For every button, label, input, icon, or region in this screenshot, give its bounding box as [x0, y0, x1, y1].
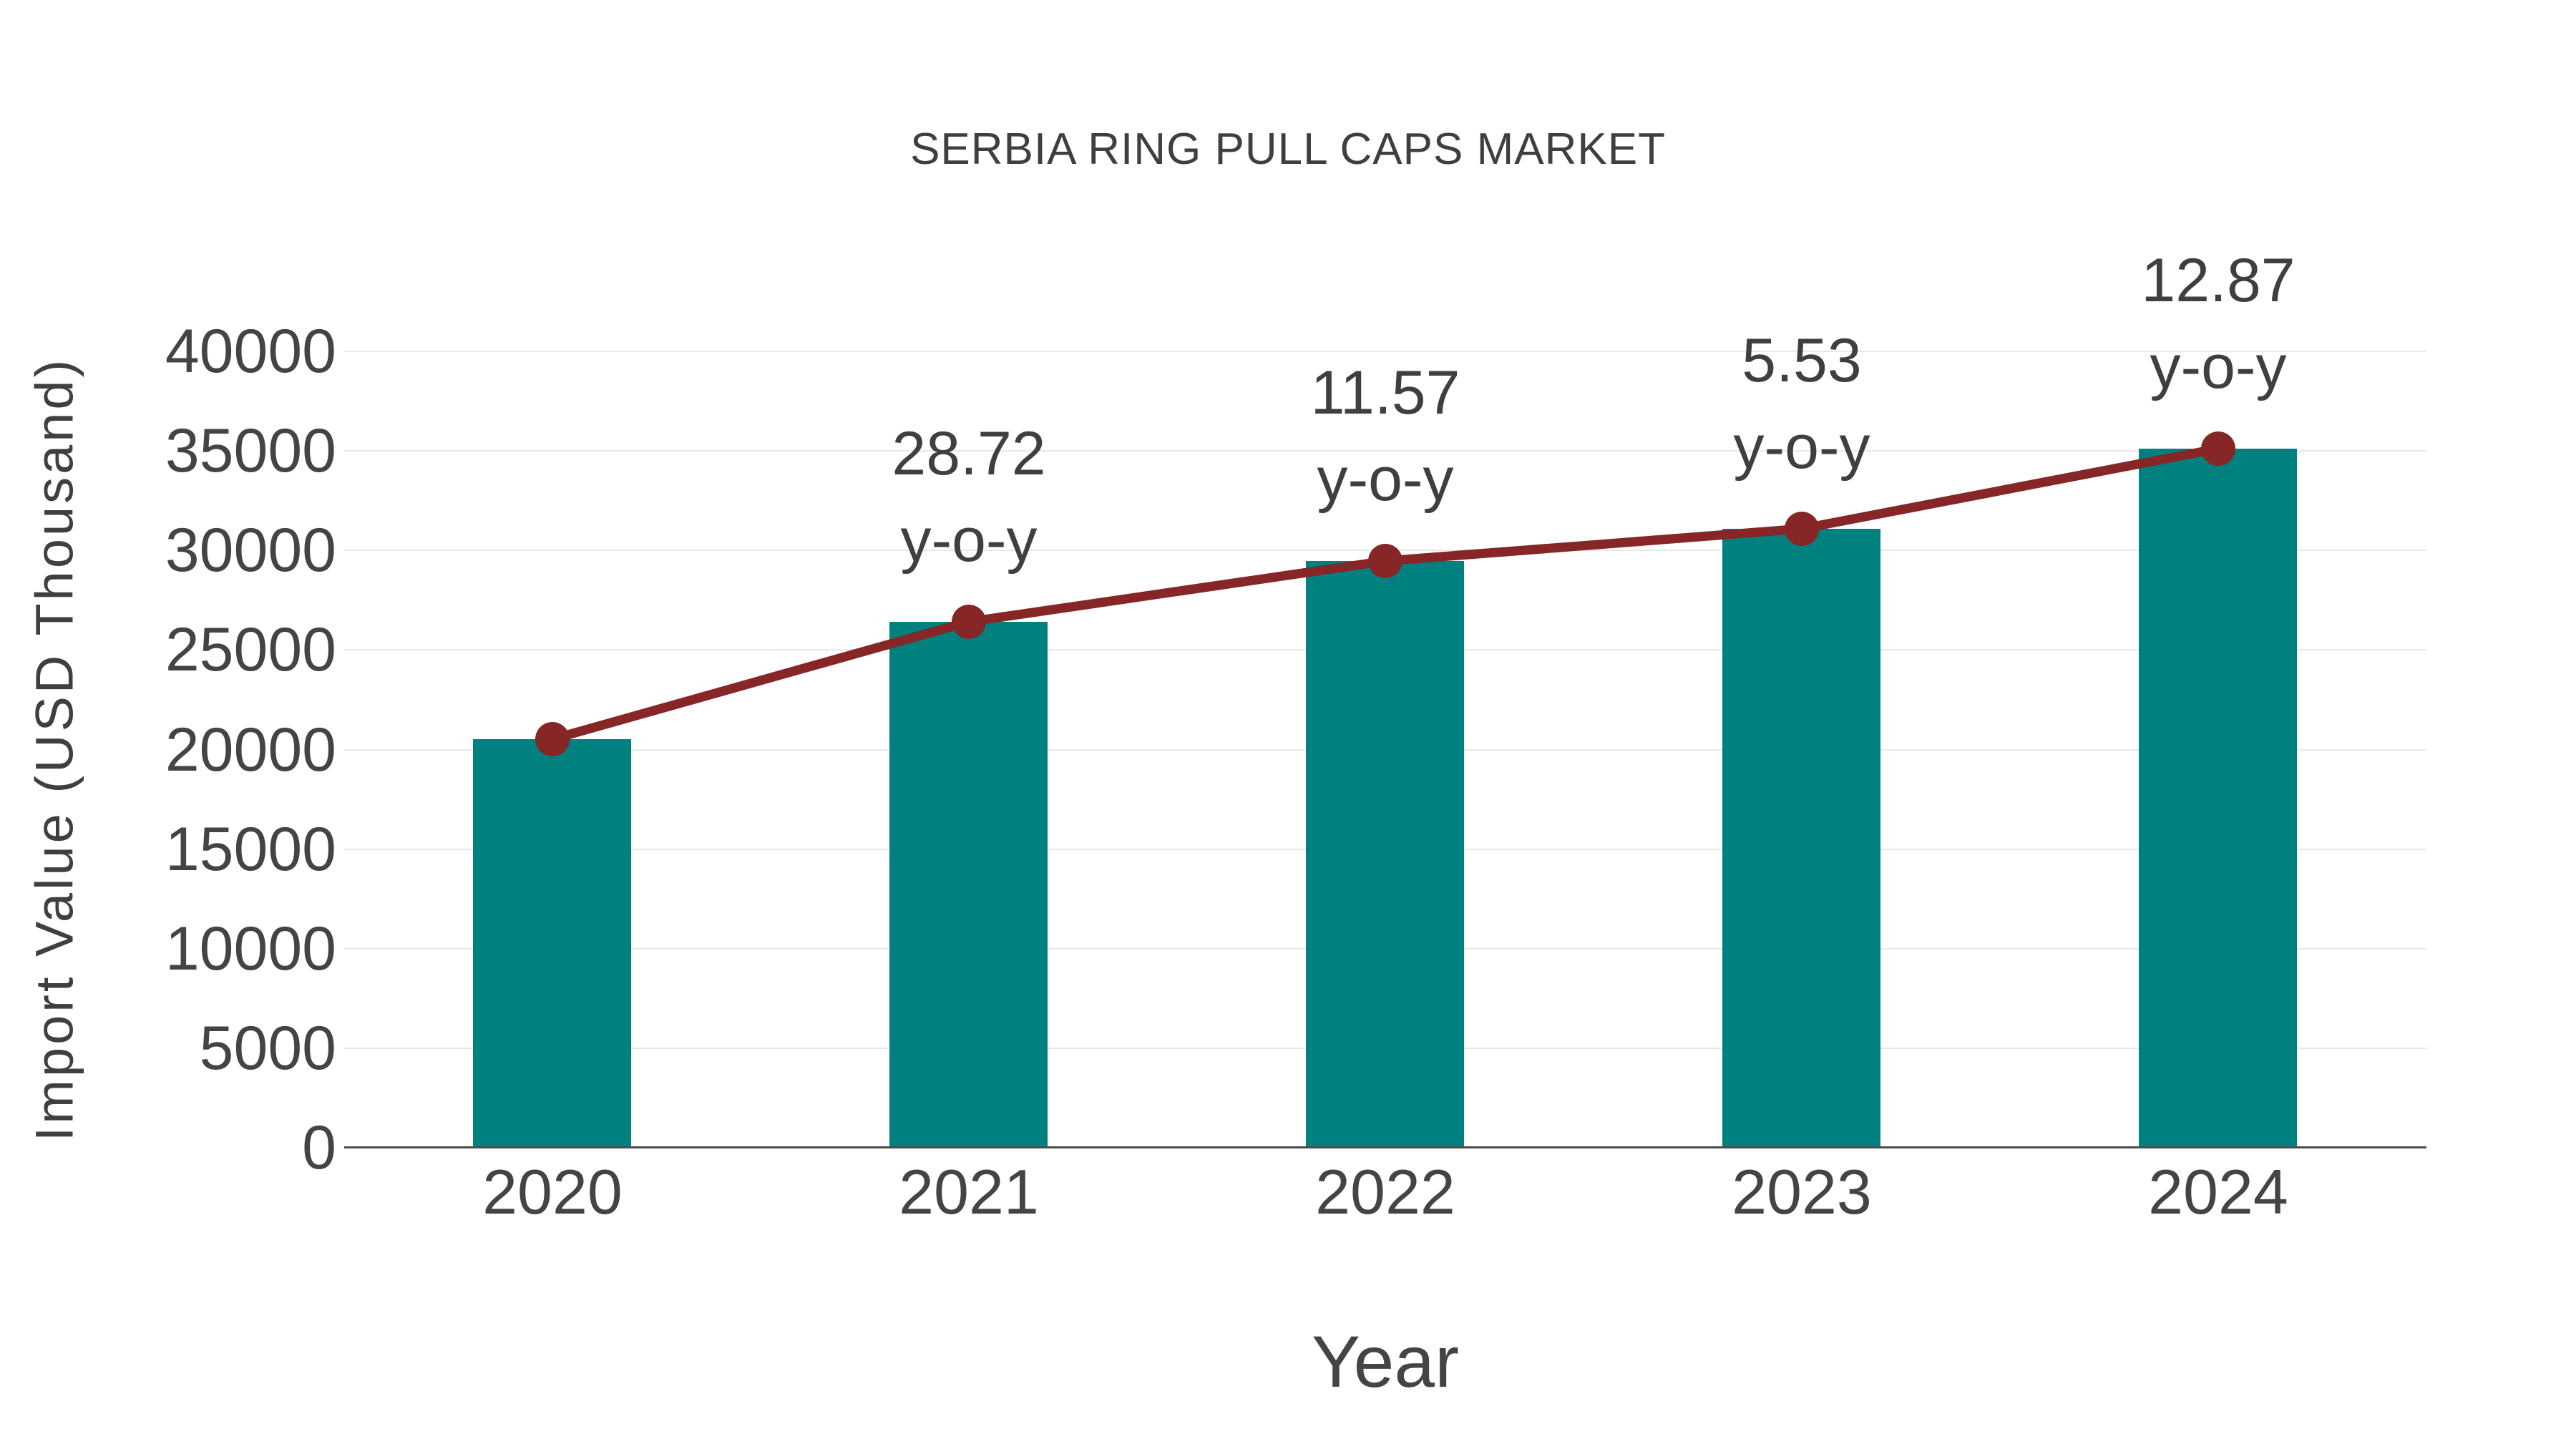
- x-axis-tick-label: 2020: [482, 1156, 623, 1227]
- y-axis-tick-label: 30000: [165, 516, 336, 585]
- y-axis-tick-label: 20000: [165, 716, 336, 784]
- gridline: [344, 550, 2426, 551]
- x-axis-tick-label: 2023: [1732, 1156, 1872, 1227]
- y-axis-tick-label: 35000: [165, 416, 336, 485]
- bar-2020: [473, 739, 631, 1148]
- y-axis-tick-label: 5000: [199, 1014, 336, 1083]
- yoy-annotation-value: 12.87: [2141, 246, 2296, 315]
- gridline: [344, 351, 2426, 352]
- x-axis-tick-label: 2022: [1315, 1156, 1455, 1227]
- yoy-annotation-suffix: y-o-y: [2150, 333, 2287, 401]
- y-axis-tick-label: 25000: [165, 615, 336, 684]
- y-axis-tick-label: 40000: [165, 317, 336, 386]
- x-axis-tick-label: 2021: [899, 1156, 1039, 1227]
- y-axis-tick-label: 0: [302, 1113, 336, 1182]
- chart-title: SERBIA RING PULL CAPS MARKET: [910, 125, 1666, 174]
- x-axis-tick-label: 2024: [2148, 1156, 2288, 1227]
- yoy-annotation-value: 28.72: [892, 419, 1046, 488]
- yoy-annotation-2022: 11.57 y-o-y: [1228, 350, 1543, 523]
- bar-2021: [889, 622, 1048, 1148]
- yoy-annotation-2021: 28.72 y-o-y: [811, 411, 1126, 584]
- yoy-annotation-value: 5.53: [1742, 326, 1862, 395]
- yoy-annotation-2024: 12.87 y-o-y: [2061, 238, 2376, 411]
- x-axis-title: Year: [1311, 1321, 1460, 1402]
- x-axis-line: [344, 1146, 2426, 1148]
- y-axis-tick-label: 15000: [165, 815, 336, 884]
- yoy-annotation-suffix: y-o-y: [900, 506, 1038, 575]
- yoy-annotation-value: 11.57: [1310, 358, 1460, 427]
- bar-2024: [2139, 449, 2297, 1148]
- y-axis-tick-label: 10000: [165, 914, 336, 983]
- yoy-annotation-suffix: y-o-y: [1317, 445, 1454, 514]
- yoy-annotation-2023: 5.53 y-o-y: [1644, 318, 1959, 491]
- bar-2023: [1722, 529, 1880, 1148]
- yoy-annotation-suffix: y-o-y: [1733, 413, 1870, 482]
- bar-2022: [1306, 561, 1464, 1148]
